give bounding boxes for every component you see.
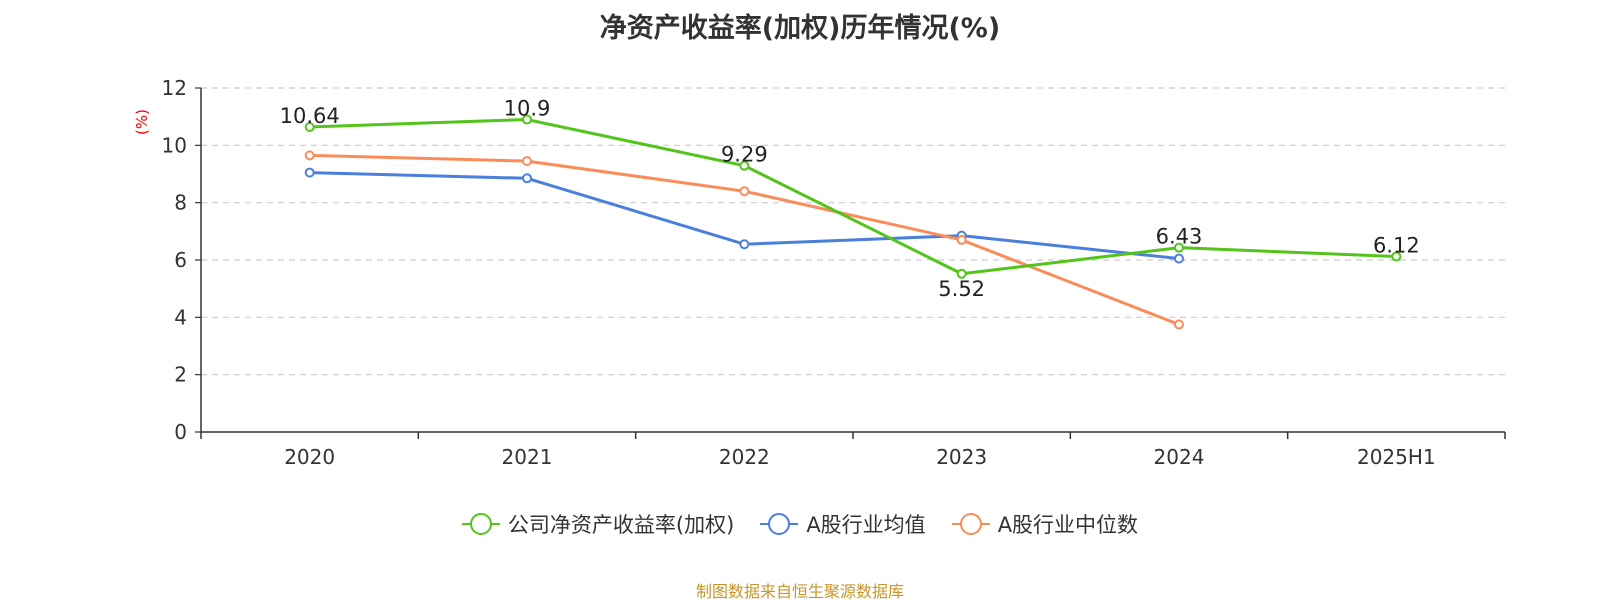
data-point — [1174, 242, 1184, 253]
data-point — [522, 156, 532, 167]
data-point — [1174, 253, 1184, 264]
legend-label: 公司净资产收益率(加权) — [507, 513, 735, 537]
data-point — [956, 268, 967, 279]
y-tick-label: 10 — [162, 133, 187, 157]
data-label: 10.64 — [280, 104, 340, 128]
y-tick-label: 4 — [174, 305, 187, 329]
y-tick-label: 0 — [174, 420, 187, 444]
x-tick-label: 2024 — [1154, 445, 1205, 469]
data-point — [1391, 251, 1402, 262]
chart-title: 净资产收益率(加权)历年情况(%) — [599, 13, 1001, 44]
y-tick-label: 6 — [174, 248, 187, 272]
data-point — [522, 114, 532, 125]
legend-label: A股行业中位数 — [997, 513, 1139, 537]
series-line — [309, 118, 1397, 276]
source-note: 制图数据来自恒生聚源数据库 — [695, 582, 904, 601]
data-label: 9.29 — [721, 143, 768, 167]
legend-label: A股行业均值 — [806, 513, 926, 537]
x-tick-label: 2021 — [502, 445, 553, 469]
legend-item-industry-median[interactable]: A股行业中位数 — [951, 509, 1139, 539]
y-tick-label: 12 — [162, 76, 187, 100]
data-point — [739, 239, 750, 250]
data-point — [1174, 319, 1184, 330]
legend-line-icon — [461, 512, 500, 536]
legend-item-company[interactable]: 公司净资产收益率(加权) — [461, 509, 735, 539]
data-point — [739, 186, 750, 197]
data-point — [304, 121, 315, 132]
data-point — [956, 234, 967, 245]
data-labels: 10.64 10.9 9.29 5.52 6.43 6.12 — [280, 97, 1420, 301]
x-tick-label: 2022 — [719, 445, 770, 469]
x-tick-label: 2025H1 — [1357, 445, 1436, 469]
y-tick-label: 8 — [174, 191, 187, 215]
data-point — [304, 167, 315, 178]
data-label: 6.43 — [1156, 225, 1203, 249]
data-point — [304, 150, 315, 161]
legend: 公司净资产收益率(加权) A股行业均值 A股行业中位数 — [0, 509, 1600, 539]
y-tick-label: 2 — [174, 363, 187, 387]
x-tick-label: 2020 — [284, 445, 335, 469]
legend-item-industry-mean[interactable]: A股行业均值 — [760, 509, 926, 539]
data-point — [522, 173, 532, 184]
axes: 0 2 4 6 8 10 12 2020 2021 2022 2023 2024 2025H1 (%) — [133, 76, 1506, 469]
data-point — [739, 160, 750, 171]
legend-line-icon — [951, 512, 990, 536]
data-label: 5.52 — [938, 277, 985, 301]
data-label: 10.9 — [504, 97, 551, 121]
data-label: 6.12 — [1373, 234, 1420, 258]
x-tick-label: 2023 — [936, 445, 987, 469]
legend-line-icon — [760, 512, 799, 536]
grid-lines — [201, 87, 1505, 376]
series-lines — [304, 114, 1402, 330]
y-axis-label: (%) — [133, 109, 151, 135]
